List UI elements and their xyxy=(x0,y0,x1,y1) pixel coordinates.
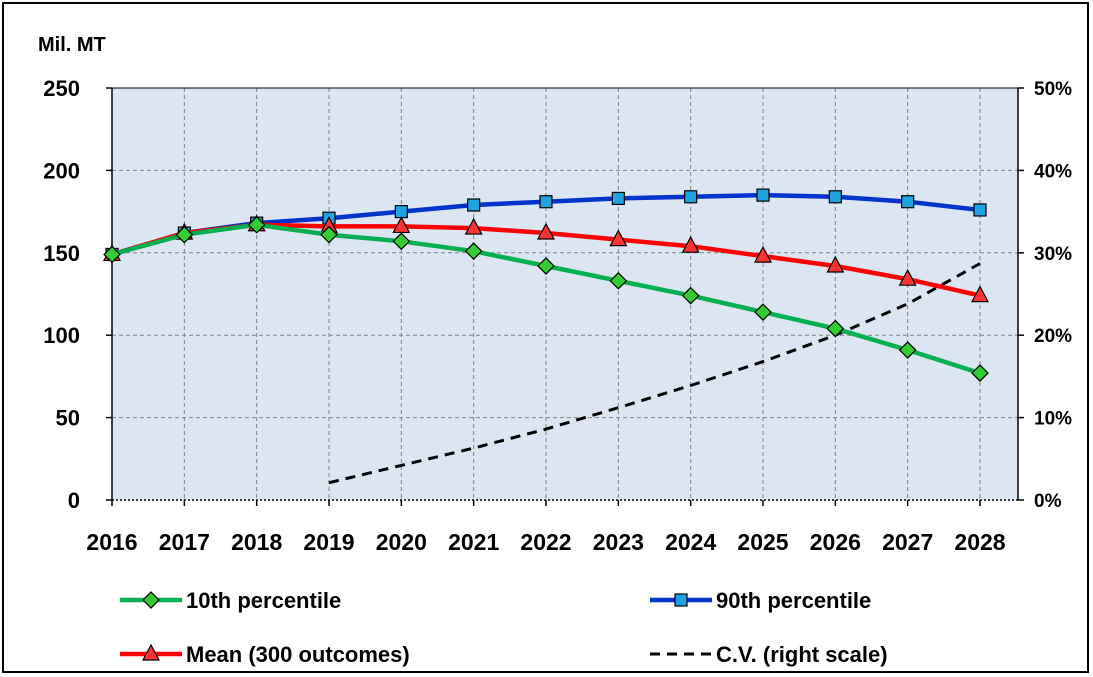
x-tick-label: 2021 xyxy=(448,529,499,555)
legend-marker-mean xyxy=(142,643,160,661)
data-point-mean xyxy=(464,217,483,235)
legend: 10th percentile 90th percentile Mean (300 … xyxy=(120,588,888,667)
data-point-mean xyxy=(898,268,917,286)
legend-marker-p90 xyxy=(674,593,688,607)
legend-label-p10: 10th percentile xyxy=(186,588,341,613)
x-tick-label: 2023 xyxy=(593,529,644,555)
legend-label-cv: C.V. (right scale) xyxy=(716,642,888,667)
data-point-p90 xyxy=(539,195,553,209)
data-point-p10 xyxy=(681,286,700,305)
x-tick-label: 2018 xyxy=(231,529,282,555)
data-point-p10 xyxy=(971,364,989,382)
data-point-p10 xyxy=(537,257,555,275)
legend-item-cv: C.V. (right scale) xyxy=(650,642,888,667)
y-tick-label: 0 xyxy=(68,488,80,513)
data-point-mean xyxy=(537,222,555,240)
data-point-mean xyxy=(971,285,989,303)
y2-tick-label: 50% xyxy=(1034,79,1072,100)
data-point-p10 xyxy=(175,225,194,244)
legend-item-mean: Mean (300 outcomes) xyxy=(120,642,410,667)
legend-label-mean: Mean (300 outcomes) xyxy=(186,642,410,667)
legend-item-p90: 90th percentile xyxy=(650,588,871,613)
data-point-p90 xyxy=(684,190,698,204)
y2-tick-label: 30% xyxy=(1034,244,1072,265)
x-tick-label: 2026 xyxy=(810,529,861,555)
data-point-mean xyxy=(754,245,772,263)
data-point-p10 xyxy=(247,215,266,234)
data-point-p90 xyxy=(973,203,987,217)
data-point-p10 xyxy=(609,271,628,290)
x-tick-label: 2020 xyxy=(376,529,427,555)
data-point-p10 xyxy=(320,225,338,244)
data-point-mean xyxy=(681,235,700,253)
data-point-p90 xyxy=(756,188,770,202)
y-tick-label: 250 xyxy=(43,76,80,101)
x-tick-label: 2016 xyxy=(86,529,137,555)
data-point-mean xyxy=(609,229,628,247)
tick-labels: 0 50 100 150 200 250 0% 10% 20% 30% 40% 50% 2016 2017… xyxy=(43,76,1072,555)
x-tick-label: 2017 xyxy=(159,529,210,555)
y2-tick-label: 40% xyxy=(1034,161,1072,182)
axes xyxy=(106,87,1024,506)
y2-tick-label: 10% xyxy=(1034,409,1072,430)
x-tick-label: 2025 xyxy=(737,529,788,555)
legend-label-p90: 90th percentile xyxy=(716,588,871,613)
data-point-p10 xyxy=(898,341,917,359)
data-point-p10 xyxy=(754,303,772,321)
x-tick-label: 2027 xyxy=(882,529,933,555)
legend-marker-p10 xyxy=(142,591,160,609)
data-point-p10 xyxy=(826,319,845,338)
plot-area xyxy=(112,88,1018,500)
series-layer xyxy=(103,188,989,485)
x-tick-label: 2022 xyxy=(520,529,571,555)
data-point-mean xyxy=(826,255,845,273)
series-p10 xyxy=(103,215,989,382)
data-point-p10 xyxy=(103,245,121,264)
x-tick-label: 2028 xyxy=(954,529,1005,555)
y-axis-label: Mil. MT xyxy=(38,34,106,56)
data-point-p90 xyxy=(467,198,481,212)
data-point-p90 xyxy=(611,191,625,206)
data-point-p10 xyxy=(464,242,483,261)
y2-tick-label: 0% xyxy=(1034,491,1062,512)
series-cv xyxy=(328,262,981,485)
y-tick-label: 200 xyxy=(43,158,80,183)
y-tick-label: 50 xyxy=(56,406,80,431)
y-tick-label: 100 xyxy=(43,323,80,348)
data-point-p10 xyxy=(392,232,411,251)
data-point-p90 xyxy=(901,195,915,209)
series-line-cv xyxy=(328,262,981,485)
data-point-p90 xyxy=(394,205,408,219)
data-point-p90 xyxy=(828,190,842,204)
y2-tick-label: 20% xyxy=(1034,326,1072,347)
x-tick-label: 2019 xyxy=(303,529,354,555)
x-tick-label: 2024 xyxy=(665,529,716,555)
y-tick-label: 150 xyxy=(43,241,80,266)
legend-item-p10: 10th percentile xyxy=(120,588,341,613)
